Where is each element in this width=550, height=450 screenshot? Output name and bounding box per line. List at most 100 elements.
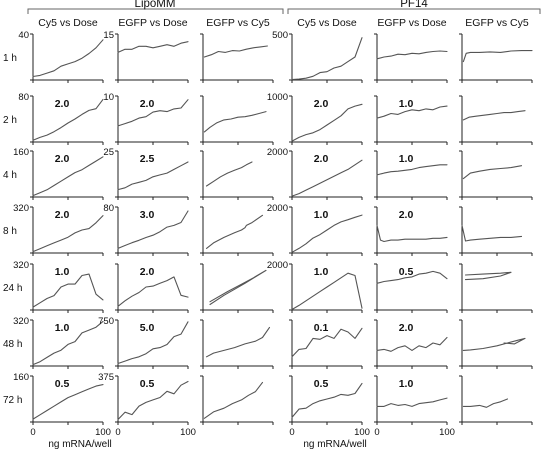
- panel: 320 1.0: [13, 316, 104, 369]
- x-tick-label: 100: [439, 427, 455, 438]
- series-line: [117, 161, 189, 191]
- series-line: [376, 105, 448, 119]
- panel: 2000 2.0: [267, 147, 363, 200]
- y-tick-label: 160: [13, 372, 29, 383]
- y-tick-label: 80: [103, 203, 114, 214]
- series-line: [117, 276, 189, 307]
- column-title: EGFP vs Cy5: [465, 17, 529, 29]
- series-line: [203, 45, 268, 58]
- x-tick-label: 100: [354, 427, 370, 438]
- row-label: 48 h: [3, 339, 22, 350]
- row-label: 2 h: [3, 115, 17, 126]
- panel: 40: [18, 30, 104, 83]
- series-line: [203, 111, 267, 133]
- y-tick-label: 160: [13, 147, 29, 158]
- y-tick-label: 25: [103, 147, 114, 158]
- series-line: [291, 272, 363, 311]
- panel: [459, 319, 533, 369]
- panel: 320 2.0: [13, 203, 104, 256]
- series-line: [376, 270, 448, 284]
- y-tick-label: 320: [13, 316, 29, 327]
- series-line: [376, 50, 448, 60]
- series-line: [32, 98, 104, 141]
- series-line: [117, 380, 189, 421]
- panel-annotation: 2.0: [399, 209, 414, 221]
- panel: 2.0: [115, 263, 189, 313]
- series-line: [32, 156, 104, 197]
- panel-axes: [461, 207, 532, 254]
- panel: [459, 95, 533, 145]
- y-tick-label: 10: [103, 92, 114, 103]
- series-line: [32, 384, 104, 420]
- panel: 1000 2.0: [267, 92, 363, 145]
- x-tick-label: 0: [30, 427, 35, 438]
- series-line: [462, 110, 526, 121]
- x-tick-label: 0: [289, 427, 294, 438]
- panel: 2.0: [374, 206, 448, 256]
- panel: 0.5: [374, 263, 448, 313]
- panel: [200, 206, 274, 256]
- y-tick-label: 375: [98, 372, 114, 383]
- panel: 160 0.5: [13, 372, 104, 425]
- column-title: Cy5 vs Dose: [297, 17, 357, 29]
- group-label-lipomm: LipoMM: [135, 0, 176, 10]
- series-line: [291, 103, 363, 142]
- panel: [374, 33, 448, 83]
- panel: 2000 1.0: [267, 203, 363, 256]
- series-line: [205, 214, 264, 249]
- y-tick-label: 750: [98, 316, 114, 327]
- panel-grid: Cy5 vs Dose EGFP vs Dose EGFP vs Cy5 Cy5 vs…: [3, 17, 533, 450]
- row-label: 24 h: [3, 283, 22, 294]
- x-tick-label: 0: [115, 427, 120, 438]
- series-line: [291, 214, 363, 253]
- panel: [200, 375, 274, 425]
- series-line: [376, 397, 448, 407]
- y-tick-label: 2000: [267, 203, 288, 214]
- panel-annotation: 0.5: [55, 378, 70, 390]
- panel-annotation: 2.0: [314, 98, 329, 110]
- panel: [459, 263, 533, 313]
- panel: 802.0: [18, 92, 104, 145]
- panel-annotation: 0.5: [314, 378, 329, 390]
- panel: 252.5: [103, 147, 189, 200]
- series-line: [462, 337, 526, 351]
- panel: [200, 33, 274, 83]
- x-tick-label: 100: [180, 427, 196, 438]
- panel-annotation: 1.0: [399, 98, 414, 110]
- column-title: Cy5 vs Dose: [38, 17, 98, 29]
- series-line: [291, 327, 363, 358]
- panel-axes: [202, 320, 273, 367]
- panel-axes: [461, 151, 532, 198]
- x-tick-label: 0: [374, 427, 379, 438]
- panel: 803.0: [103, 203, 189, 256]
- panel: 2000 1.0: [267, 260, 363, 313]
- y-tick-label: 40: [18, 30, 29, 41]
- panel: 375 0.5: [98, 372, 189, 425]
- panel: 0.1: [289, 319, 363, 369]
- series-line: [32, 39, 104, 78]
- series-line: [464, 271, 512, 281]
- series-line: [117, 99, 189, 127]
- panel-annotation: 0.1: [314, 322, 329, 334]
- panel: 160 2.0: [13, 147, 104, 200]
- panel-annotation: 2.5: [140, 153, 155, 165]
- panel-axes: [461, 96, 532, 143]
- x-axis-title: ng mRNA/well: [48, 439, 111, 450]
- panel-axes: [291, 34, 362, 81]
- panel-annotation: 3.0: [140, 209, 155, 221]
- series-line: [205, 161, 253, 187]
- y-tick-label: 1000: [267, 92, 288, 103]
- panel-annotation: 1.0: [55, 322, 70, 334]
- y-tick-label: 15: [103, 30, 114, 41]
- series-line: [376, 164, 448, 176]
- panel: [200, 319, 274, 369]
- panel-axes: [461, 264, 532, 311]
- panel-annotation: 2.0: [314, 153, 329, 165]
- panel: 500: [272, 30, 363, 83]
- series-line: [203, 381, 264, 419]
- series-line: [291, 382, 363, 418]
- row-label: 72 h: [3, 395, 22, 406]
- column-title: EGFP vs Dose: [118, 17, 187, 29]
- panel-annotation: 0.5: [140, 378, 155, 390]
- series-line: [462, 398, 509, 408]
